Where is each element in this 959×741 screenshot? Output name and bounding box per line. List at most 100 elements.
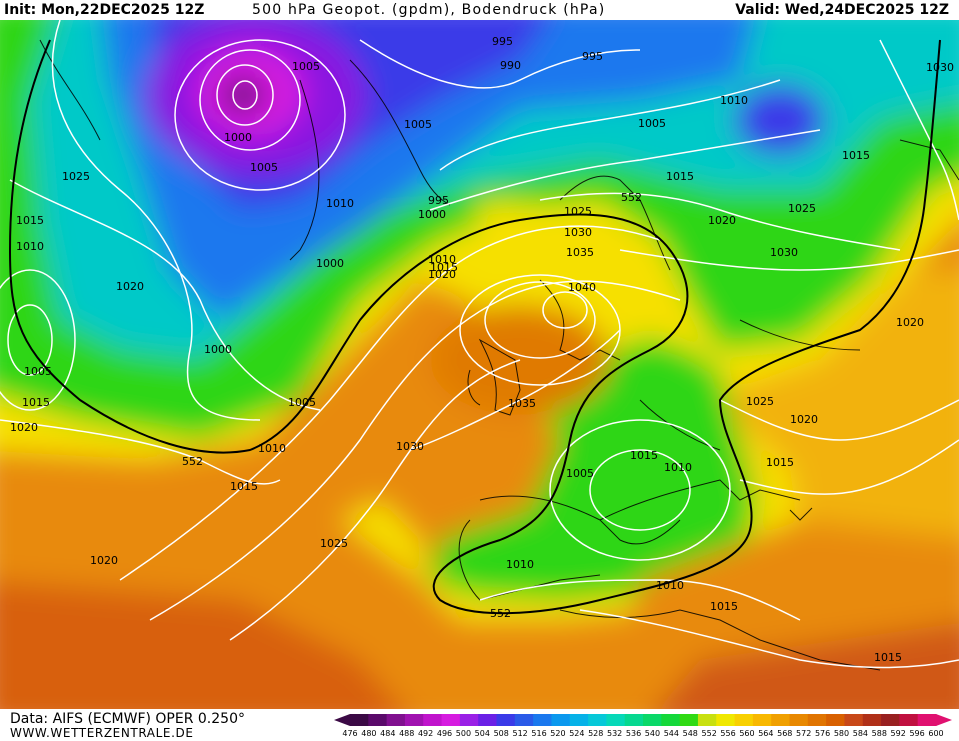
isobar-label: 1005	[250, 161, 278, 174]
isobar-label: 1005	[404, 118, 432, 131]
colorbar-tick-label: 592	[891, 729, 906, 738]
colorbar-swatch	[441, 714, 461, 726]
isobar-label: 1005	[566, 467, 594, 480]
isobar-label: 1020	[10, 421, 38, 434]
isobar-label: 1025	[788, 202, 816, 215]
colorbar-tick-label: 488	[399, 729, 414, 738]
colorbar-swatch	[899, 714, 919, 726]
contour-552	[8, 39, 941, 615]
isobar-label: 995	[428, 194, 449, 207]
isobar-label: 1000	[204, 343, 232, 356]
colorbar-tick-label: 516	[531, 729, 546, 738]
colorbar-swatch	[862, 714, 882, 726]
colorbar-tick-label: 584	[853, 729, 868, 738]
colorbar-right-arrow	[936, 714, 952, 726]
colorbar-left-arrow	[334, 714, 350, 726]
colorbar-tick-label: 496	[437, 729, 452, 738]
isobar-label: 1015	[666, 170, 694, 183]
colorbar-swatch	[807, 714, 827, 726]
colorbar-tick-label: 600	[928, 729, 943, 738]
colorbar-swatch	[368, 714, 388, 726]
colorbar-swatch	[716, 714, 736, 726]
colorbar-swatch	[881, 714, 900, 726]
colorbar-swatch	[661, 714, 681, 726]
colorbar-swatch	[789, 714, 809, 726]
isobar-label: 1025	[320, 537, 348, 550]
colorbar-tick-label: 564	[758, 729, 773, 738]
isobar-label: 1020	[708, 214, 736, 227]
colorbar-swatch	[350, 714, 369, 726]
isobar-label: 1020	[790, 413, 818, 426]
isobar-label: 1015	[766, 456, 794, 469]
isobar-label: 1010	[326, 197, 354, 210]
colorbar-swatch	[826, 714, 845, 726]
colorbar-tick-label: 596	[909, 729, 924, 738]
colorbar-swatch	[423, 714, 443, 726]
isobar-label: 552	[490, 607, 511, 620]
isobar-label: 1000	[316, 257, 344, 270]
colorbar-tick-label: 484	[380, 729, 395, 738]
colorbar-tick-label: 480	[361, 729, 376, 738]
colorbar-tick-label: 580	[834, 729, 849, 738]
colorbar-swatch	[606, 714, 626, 726]
colorbar-swatch	[624, 714, 644, 726]
colorbar-swatch	[643, 714, 662, 726]
isobar-label: 1020	[896, 316, 924, 329]
colorbar-tick-label: 588	[872, 729, 887, 738]
isobar-label: 1015	[430, 261, 458, 274]
colorbar-tick-label: 544	[664, 729, 679, 738]
colorbar-swatch	[771, 714, 790, 726]
colorbar-swatch	[588, 714, 607, 726]
website-credit: WWW.WETTERZENTRALE.DE	[10, 726, 194, 740]
isobar-label: 1015	[710, 600, 738, 613]
weather-map: 1005 995 995 990 1030 1010 1005 1000 100…	[0, 20, 959, 709]
isobar-label: 1010	[258, 442, 286, 455]
isobar-label: 1015	[230, 480, 258, 493]
colorbar-swatch	[551, 714, 571, 726]
colorbar-tick-label: 500	[456, 729, 471, 738]
colorbar-tick-label: 560	[739, 729, 754, 738]
isobar-label: 552	[621, 191, 642, 204]
colorbar: 476 480 484 488 492 496 500 504 508 512 516 520 524 5…	[334, 714, 952, 738]
isobar-label: 1000	[224, 131, 252, 144]
colorbar-tick-label: 572	[796, 729, 811, 738]
colorbar-tick-label: 520	[550, 729, 565, 738]
isobar-label: 1005	[288, 396, 316, 409]
isobar-label: 1040	[568, 281, 596, 294]
isobar-label: 1015	[22, 396, 50, 409]
isobar-label: 1020	[90, 554, 118, 567]
colorbar-tick-label: 556	[720, 729, 735, 738]
isobar-label: 1015	[874, 651, 902, 664]
isobar-label: 1010	[506, 558, 534, 571]
colorbar-tick-label: 508	[494, 729, 509, 738]
colorbar-tick-label: 540	[645, 729, 660, 738]
isobar-label: 1010	[664, 461, 692, 474]
colorbar-tick-label: 492	[418, 729, 433, 738]
colorbar-tick-label: 548	[683, 729, 698, 738]
colorbar-swatch	[917, 714, 937, 726]
colorbar-tick-label: 536	[626, 729, 641, 738]
map-title: 500 hPa Geopot. (gpdm), Bodendruck (hPa)	[252, 2, 606, 18]
colorbar-swatch	[386, 714, 406, 726]
colorbar-swatch	[752, 714, 772, 726]
isobar-label: 552	[182, 455, 203, 468]
colorbar-swatch	[496, 714, 516, 726]
isobar-label: 1015	[16, 214, 44, 227]
isobar-label: 1020	[116, 280, 144, 293]
colorbar-tick-label: 552	[702, 729, 717, 738]
isobar-label: 1030	[564, 226, 592, 239]
isobar-label: 1005	[292, 60, 320, 73]
isobars	[0, 20, 959, 669]
colorbar-swatch	[697, 714, 717, 726]
isobar-label: 1010	[16, 240, 44, 253]
isobar-label: 1010	[428, 253, 456, 266]
colorbar-swatch	[404, 714, 424, 726]
colorbar-tick-label: 532	[607, 729, 622, 738]
isobar-label: 1025	[746, 395, 774, 408]
colorbar-swatch	[514, 714, 534, 726]
isobar-labels: 1005 995 995 990 1030 1010 1005 1000 100…	[10, 35, 954, 664]
colorbar-tick-label: 528	[588, 729, 603, 738]
data-source: Data: AIFS (ECMWF) OPER 0.250°	[10, 711, 245, 727]
colorbar-tick-label: 476	[342, 729, 357, 738]
geopotential-field	[0, 20, 959, 709]
